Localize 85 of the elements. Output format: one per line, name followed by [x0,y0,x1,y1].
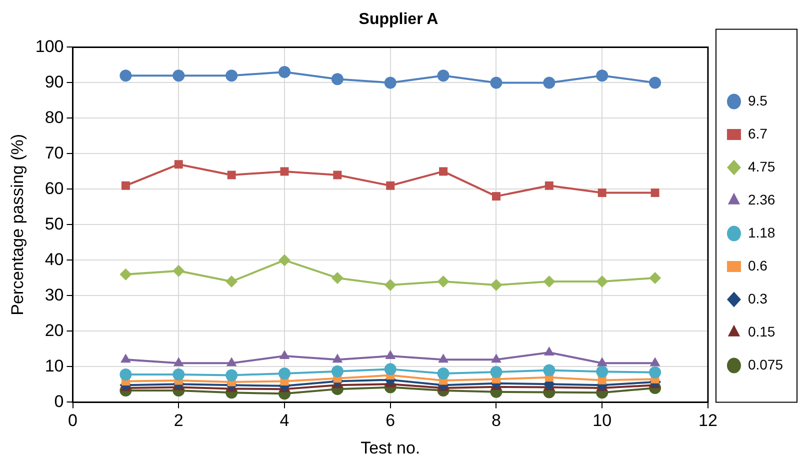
y-tick-label: 60 [44,178,64,198]
x-tick-label: 10 [592,411,612,430]
x-tick-label: 12 [698,411,718,430]
point [384,363,396,376]
y-axis-title: Percentage passing (%) [8,134,27,316]
point [332,354,343,363]
point [172,368,185,381]
legend-label: 0.6 [748,257,768,274]
point [596,276,608,288]
point [596,366,608,378]
x-tick-label: 0 [68,411,78,430]
point [438,354,448,363]
x-tick-label: 8 [491,411,501,430]
point [437,276,450,288]
y-tick-label: 0 [54,392,64,411]
y-tick-label: 20 [44,320,64,340]
point [491,354,502,363]
point [226,276,238,288]
point [437,70,450,82]
point [490,366,502,378]
point [543,364,556,376]
y-tick-label: 80 [44,108,64,127]
point [439,167,448,176]
y-tick-label: 100 [35,36,64,56]
y-tick-label: 70 [44,143,64,162]
y-tick-label: 30 [44,285,64,304]
point [650,357,660,366]
point [437,367,450,380]
legend-label: 6.7 [748,125,768,142]
legend-label: 9.5 [748,92,768,108]
point [544,181,554,190]
legend-label: 4.75 [748,158,776,174]
point [598,188,606,197]
point [227,170,236,180]
point [226,70,238,82]
point [226,369,238,382]
y-tick-label: 40 [44,250,64,269]
legend-label: 1.18 [748,224,776,240]
y-tick-label: 10 [44,356,64,376]
point [278,367,290,380]
point [649,366,662,378]
y-tick-label: 50 [44,214,64,234]
point [226,357,237,366]
point [596,357,608,366]
x-tick-label: 4 [280,411,290,430]
point [386,181,395,190]
point [384,76,396,89]
y-tick-label: 90 [44,72,64,92]
point [278,254,290,266]
legend-label: 0.3 [748,290,768,306]
point [279,350,290,360]
point [650,188,660,197]
point [384,279,396,292]
point [333,170,342,180]
point [172,264,185,277]
point [173,357,184,366]
point [385,350,396,360]
point [543,76,556,89]
point [331,365,344,378]
chart-title: Supplier A [358,11,439,28]
legend-label: 2.36 [748,191,776,208]
point [174,160,183,169]
point [331,272,344,284]
legend-label: 0.075 [748,356,784,372]
x-tick-label: 2 [174,411,184,430]
point [331,73,344,86]
point [492,192,500,201]
point [490,76,502,89]
point [120,70,132,82]
point [544,346,554,356]
point [172,70,185,82]
point [120,268,132,280]
point [120,368,132,381]
legend-label: 0.15 [748,323,776,340]
point [490,279,502,292]
point [596,70,608,82]
point [278,66,290,78]
point [280,167,289,176]
x-tick-label: 6 [386,411,396,430]
point [121,181,130,190]
point [543,276,556,288]
point [649,272,662,284]
x-axis-title: Test no. [360,438,420,458]
point [120,354,131,363]
point [649,76,662,89]
